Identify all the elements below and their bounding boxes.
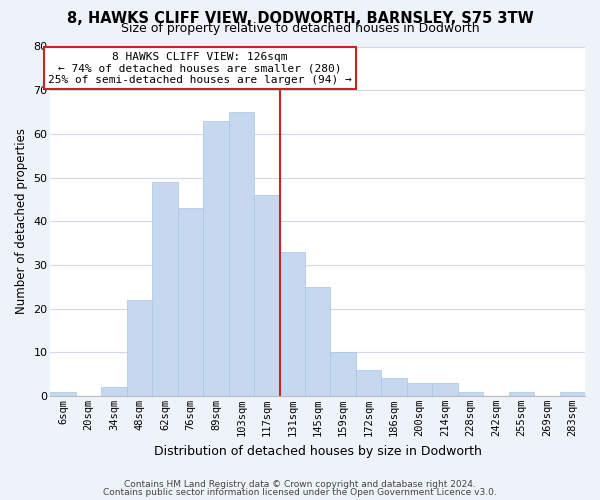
Text: 8 HAWKS CLIFF VIEW: 126sqm
← 74% of detached houses are smaller (280)
25% of sem: 8 HAWKS CLIFF VIEW: 126sqm ← 74% of deta… bbox=[48, 52, 352, 85]
Bar bbox=[356, 370, 382, 396]
Text: Contains HM Land Registry data © Crown copyright and database right 2024.: Contains HM Land Registry data © Crown c… bbox=[124, 480, 476, 489]
Bar bbox=[178, 208, 203, 396]
X-axis label: Distribution of detached houses by size in Dodworth: Distribution of detached houses by size … bbox=[154, 444, 482, 458]
Text: 8, HAWKS CLIFF VIEW, DODWORTH, BARNSLEY, S75 3TW: 8, HAWKS CLIFF VIEW, DODWORTH, BARNSLEY,… bbox=[67, 11, 533, 26]
Bar bbox=[152, 182, 178, 396]
Bar bbox=[50, 392, 76, 396]
Bar bbox=[254, 195, 280, 396]
Bar bbox=[305, 286, 331, 396]
Bar bbox=[432, 383, 458, 396]
Y-axis label: Number of detached properties: Number of detached properties bbox=[15, 128, 28, 314]
Bar bbox=[382, 378, 407, 396]
Bar bbox=[331, 352, 356, 396]
Bar bbox=[509, 392, 534, 396]
Bar bbox=[280, 252, 305, 396]
Bar bbox=[101, 387, 127, 396]
Bar bbox=[458, 392, 483, 396]
Bar bbox=[229, 112, 254, 396]
Bar bbox=[127, 300, 152, 396]
Text: Contains public sector information licensed under the Open Government Licence v3: Contains public sector information licen… bbox=[103, 488, 497, 497]
Bar bbox=[560, 392, 585, 396]
Bar bbox=[203, 120, 229, 396]
Bar bbox=[407, 383, 432, 396]
Text: Size of property relative to detached houses in Dodworth: Size of property relative to detached ho… bbox=[121, 22, 479, 35]
